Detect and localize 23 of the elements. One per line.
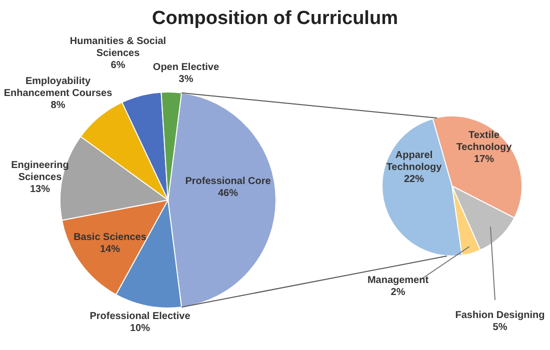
slice-label: Professional Elective [90,311,191,322]
data-label: 46% [218,188,238,199]
data-label: 2% [390,287,406,298]
slice-label: Open Elective [152,62,220,73]
slice-label: Textile Technology [456,130,512,153]
data-label: 10% [130,323,150,334]
data-label: 5% [492,322,508,333]
slice-label: Employability Enhancement Courses [4,76,113,99]
data-label: 17% [474,154,494,165]
slice-label: Basic Sciences [74,232,147,243]
slice-label: Fashion Designing [455,310,545,321]
data-label: 3% [178,74,194,85]
slice-label: Apparel Technology [386,150,442,173]
chart-title: Composition of Curriculum [152,8,398,29]
data-label: 8% [50,100,66,111]
slice-label: Management [367,275,430,286]
data-label: 13% [30,184,50,195]
data-label: 14% [100,244,120,255]
data-label: 22% [404,174,424,185]
data-label: 6% [110,60,126,71]
slice-label: Professional Core [185,176,272,187]
slice-label: Humanities & Social Sciences [70,36,166,59]
slice-label: Engineering Sciences [11,160,69,183]
